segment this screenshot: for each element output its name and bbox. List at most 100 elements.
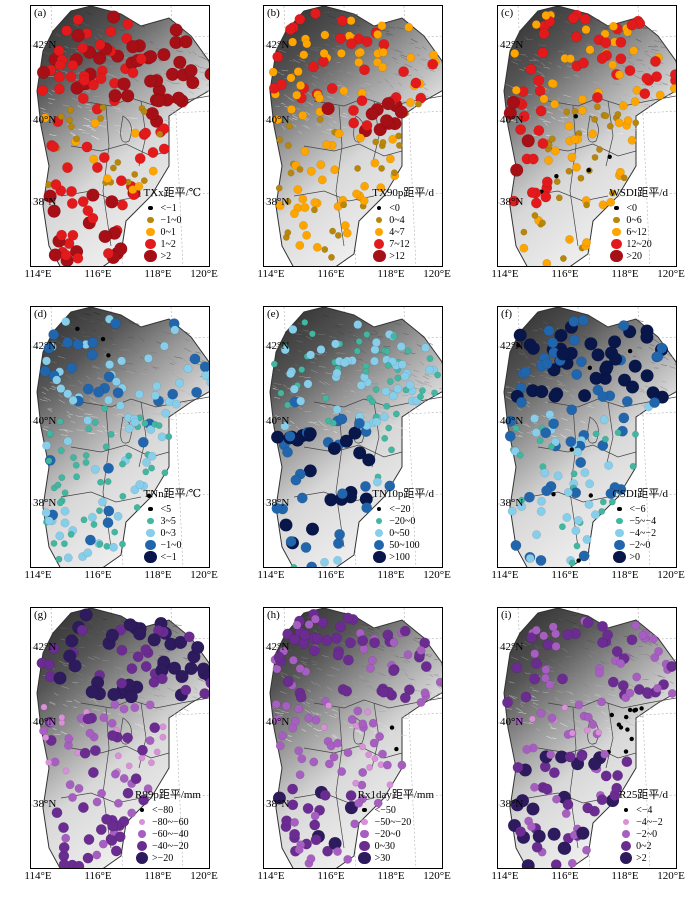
station-marker <box>45 457 53 465</box>
terrain-map <box>498 307 676 567</box>
station-marker <box>571 526 581 536</box>
legend-item: <−6 <box>612 503 668 515</box>
lat-label: 38°N <box>500 798 524 810</box>
map-frame: (d) 42°N 40°N 38°N TNn距平/℃ <5 3~5 0~3 −1~0 <−1 <box>30 306 210 568</box>
station-marker <box>583 201 590 209</box>
station-marker <box>369 398 376 406</box>
panel-tag: (a) <box>34 7 47 19</box>
station-marker <box>311 206 318 214</box>
station-marker <box>82 713 94 725</box>
station-marker <box>588 720 598 729</box>
station-marker <box>510 49 520 58</box>
station-marker <box>278 731 287 741</box>
legend-item: −40~−20 <box>135 840 201 852</box>
station-marker <box>289 655 298 665</box>
station-marker <box>616 722 622 727</box>
station-marker <box>425 365 434 375</box>
station-marker <box>79 75 90 86</box>
station-marker <box>184 64 198 78</box>
station-marker <box>629 736 634 742</box>
station-marker <box>554 174 559 179</box>
station-marker <box>68 793 77 802</box>
map-panel: (h) 42°N 40°N 38°N Rx1day距平/mm <−50 −50~−20 −20… <box>257 607 451 884</box>
station-marker <box>158 123 170 135</box>
station-marker <box>111 528 119 536</box>
station-marker <box>95 73 107 85</box>
station-marker <box>531 20 541 29</box>
station-marker <box>627 348 633 354</box>
station-marker <box>597 620 608 632</box>
station-marker <box>609 352 623 366</box>
station-marker <box>145 736 155 745</box>
legend-label: <0 <box>389 202 400 214</box>
station-marker <box>618 320 630 331</box>
map-legend: R99p距平/mm <−80 −80~−60 −60~−40 −40~−20 >−20 <box>135 786 201 865</box>
station-marker <box>581 25 591 34</box>
station-marker <box>640 369 654 383</box>
station-marker <box>92 850 102 860</box>
station-marker <box>417 393 424 401</box>
station-marker <box>534 85 546 97</box>
panel-tag: (h) <box>267 609 280 621</box>
station-marker <box>397 360 407 370</box>
lon-label: 116°E <box>84 268 112 280</box>
station-marker <box>56 418 64 425</box>
station-marker <box>561 809 571 818</box>
station-marker <box>396 142 403 149</box>
station-marker <box>384 361 392 369</box>
station-marker <box>159 723 167 731</box>
station-marker <box>592 92 603 103</box>
station-marker <box>354 165 361 172</box>
station-marker <box>533 125 545 136</box>
station-marker <box>58 859 70 868</box>
station-marker <box>368 656 377 665</box>
station-marker <box>597 697 606 707</box>
station-marker <box>284 229 292 236</box>
station-marker <box>567 12 579 24</box>
legend-swatch <box>146 528 155 538</box>
legend-item: 4~7 <box>372 226 434 238</box>
legend-swatch <box>617 506 622 512</box>
station-marker <box>612 770 623 781</box>
station-marker <box>287 799 299 811</box>
station-marker <box>416 646 426 655</box>
station-marker <box>50 757 60 767</box>
station-marker <box>621 756 633 768</box>
legend-item: <−20 <box>372 503 434 515</box>
station-marker <box>654 647 663 656</box>
station-marker <box>48 329 60 340</box>
station-marker <box>83 834 95 845</box>
map-frame: (b) 42°N 40°N 38°N TX90p距平/d <0 0~4 4~7 7~12 >12 <box>263 5 443 267</box>
station-marker <box>624 714 629 720</box>
station-marker <box>140 661 152 672</box>
station-marker <box>548 622 558 632</box>
station-marker <box>378 686 389 698</box>
station-marker <box>365 751 372 759</box>
station-marker <box>602 112 610 120</box>
station-marker <box>60 506 70 516</box>
station-marker <box>383 760 392 770</box>
station-marker <box>293 185 303 195</box>
station-marker <box>73 135 80 143</box>
legend-item: −2~0 <box>612 539 668 551</box>
lon-label: 118°E <box>611 268 639 280</box>
lat-label: 42°N <box>33 39 57 51</box>
station-marker <box>121 33 133 44</box>
station-marker <box>98 152 110 163</box>
legend-item: 0~4 <box>372 214 434 226</box>
station-marker <box>638 631 648 640</box>
station-marker <box>82 205 94 217</box>
legend-item: <−80 <box>135 804 201 816</box>
station-marker <box>142 468 150 476</box>
legend-item: >12 <box>372 249 434 263</box>
station-marker <box>340 221 350 230</box>
station-marker <box>592 430 600 438</box>
station-marker <box>609 189 616 197</box>
station-marker <box>82 459 90 466</box>
station-marker <box>43 189 57 203</box>
legend-label: −20~0 <box>374 828 401 840</box>
station-marker <box>350 819 360 829</box>
lat-label: 42°N <box>500 641 524 653</box>
station-marker <box>300 203 310 212</box>
station-marker <box>568 316 580 327</box>
